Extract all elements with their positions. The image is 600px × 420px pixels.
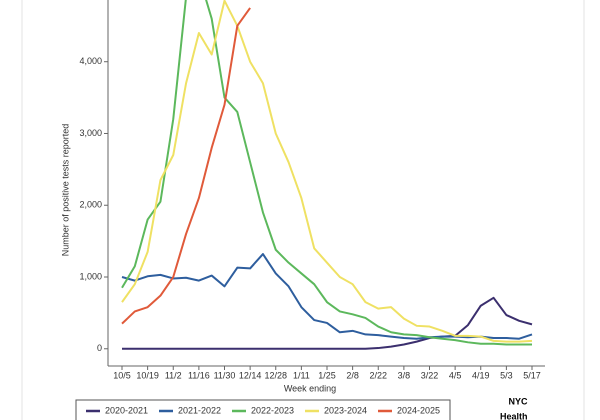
x-tick-label: 2/8 xyxy=(346,370,359,380)
logo: NYC Health xyxy=(500,396,528,420)
card xyxy=(21,0,585,420)
series-line xyxy=(121,7,251,325)
legend-label: 2024-2025 xyxy=(397,405,440,415)
legend-label: 2023-2024 xyxy=(324,405,367,415)
x-tick-label: 5/3 xyxy=(500,370,513,380)
x-tick-label: 12/14 xyxy=(239,370,262,380)
x-tick-label: 11/16 xyxy=(188,370,210,380)
x-tick-label: 4/19 xyxy=(472,370,490,380)
legend-box xyxy=(75,399,451,420)
x-tick-label: 4/5 xyxy=(449,370,462,380)
logo-text: NYC xyxy=(508,396,528,406)
logo-sub: Health xyxy=(500,411,528,420)
y-tick-label: 3,000 xyxy=(79,128,102,138)
x-tick-label: 3/22 xyxy=(421,370,439,380)
x-tick-label: 10/5 xyxy=(113,370,131,380)
plot-area xyxy=(121,0,533,350)
y-tick-label: 0 xyxy=(97,343,102,353)
y-tick-label: 2,000 xyxy=(79,200,102,210)
series-line xyxy=(121,0,532,346)
x-tick-label: 12/28 xyxy=(264,370,287,380)
x-tick-label: 11/30 xyxy=(214,370,236,380)
legend-label: 2021-2022 xyxy=(178,405,221,415)
x-tick-label: 2/22 xyxy=(369,370,387,380)
x-tick-label: 5/17 xyxy=(523,370,541,380)
series-line xyxy=(121,253,533,340)
legend-label: 2020-2021 xyxy=(105,405,148,415)
y-tick-label: 1,000 xyxy=(79,271,102,281)
legend-label: 2022-2023 xyxy=(251,405,294,415)
y-tick-label: 4,000 xyxy=(79,56,102,66)
y-axis-label: Number of positive tests reported xyxy=(60,124,70,257)
x-tick-label: 1/11 xyxy=(293,370,310,380)
x-tick-label: 3/8 xyxy=(398,370,411,380)
x-tick-label: 1/25 xyxy=(318,370,336,380)
series-line xyxy=(121,0,533,343)
series-line xyxy=(122,296,533,350)
x-axis-label: Week ending xyxy=(284,383,336,393)
x-tick-label: 11/2 xyxy=(165,370,182,380)
x-tick-label: 10/19 xyxy=(136,370,159,380)
